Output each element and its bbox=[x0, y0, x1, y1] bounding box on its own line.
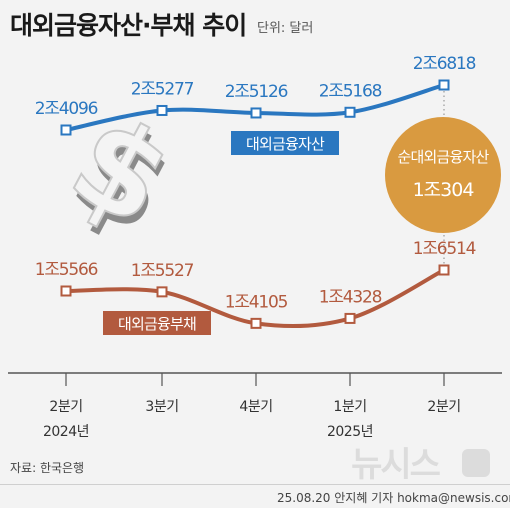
liabilities-data-label: 1조4105 bbox=[225, 292, 288, 312]
liabilities-series-label: 대외금융부채 bbox=[118, 315, 196, 333]
assets-point bbox=[438, 79, 450, 91]
liabilities-point bbox=[438, 264, 450, 276]
assets-point bbox=[344, 106, 356, 118]
assets-data-label: 2조6818 bbox=[413, 54, 476, 74]
liabilities-point bbox=[156, 286, 168, 298]
credit-label: 25.08.20 안지혜 기자 hokma@newsis.com bbox=[277, 491, 510, 505]
assets-data-label: 2조5277 bbox=[131, 79, 194, 99]
watermark-logo: 뉴시스 bbox=[351, 445, 441, 485]
x-tick-label: 2분기 bbox=[427, 399, 460, 415]
source-label: 자료: 한국은행 bbox=[10, 461, 85, 475]
x-year-label: 2024년 bbox=[43, 424, 89, 440]
net-assets-label: 순대외금융자산 bbox=[397, 148, 489, 166]
assets-series-label: 대외금융자산 bbox=[246, 135, 325, 153]
x-year-label: 2025년 bbox=[327, 424, 373, 440]
watermark-logo-mark bbox=[462, 449, 490, 477]
assets-point bbox=[250, 107, 262, 119]
liabilities-data-label: 1조5566 bbox=[35, 260, 98, 280]
assets-series-label-box bbox=[231, 131, 339, 155]
unit-label: 단위: 달러 bbox=[257, 21, 314, 36]
x-tick-label: 1분기 bbox=[333, 399, 366, 415]
footer-divider bbox=[0, 484, 510, 485]
assets-data-label: 2조5126 bbox=[225, 82, 288, 102]
net-assets-bubble bbox=[385, 117, 501, 233]
net-assets-value: 1조304 bbox=[413, 179, 475, 201]
assets-point bbox=[156, 104, 168, 116]
liabilities-data-label: 1조5527 bbox=[131, 261, 194, 281]
x-tick-label: 4분기 bbox=[239, 399, 272, 415]
liabilities-point bbox=[60, 285, 72, 297]
x-tick-label: 3분기 bbox=[145, 399, 178, 415]
assets-point bbox=[60, 124, 72, 136]
liabilities-series-label-box bbox=[103, 311, 211, 335]
assets-data-label: 2조4096 bbox=[35, 99, 98, 119]
liabilities-point bbox=[250, 317, 262, 329]
chart-title: 대외금융자산·부채 추이 bbox=[10, 11, 247, 40]
liabilities-data-label: 1조6514 bbox=[413, 239, 476, 259]
liabilities-point bbox=[344, 312, 356, 324]
liabilities-data-label: 1조4328 bbox=[319, 287, 382, 307]
x-tick-label: 2분기 bbox=[49, 399, 82, 415]
assets-data-label: 2조5168 bbox=[319, 81, 382, 101]
